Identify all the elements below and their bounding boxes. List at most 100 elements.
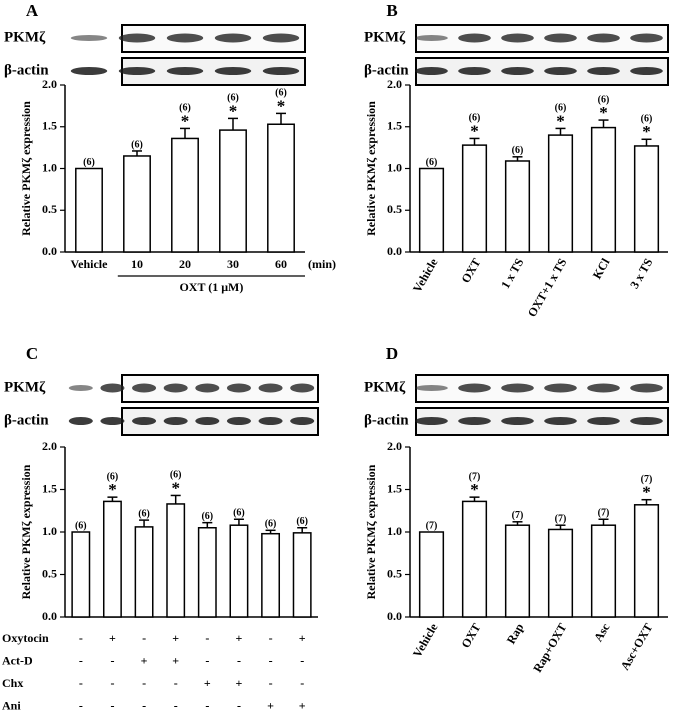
blot-label: PKMζ [4, 29, 46, 45]
significance-star: * [277, 96, 286, 115]
treatment-sign: - [79, 698, 83, 712]
treatment-label: Act-D [2, 653, 33, 667]
significance-star: * [108, 480, 117, 499]
x-tick-label: OXT [458, 256, 483, 286]
significance-star: * [171, 478, 180, 497]
treatment-sign: + [236, 631, 243, 645]
y-tick-label: 2.0 [42, 439, 57, 453]
x-tick-label: 20 [179, 257, 191, 271]
blot-band [68, 417, 93, 425]
blot-band [163, 417, 188, 425]
bar [267, 123, 295, 253]
bar [633, 504, 660, 618]
bar [292, 532, 312, 618]
bar [590, 126, 617, 253]
n-label: (6) [179, 103, 191, 114]
y-tick-label: 0.0 [42, 244, 57, 258]
x-tick-label: OXT+1 x TS [525, 256, 570, 320]
n-label: (6) [598, 94, 610, 105]
treatment-sign: - [174, 676, 178, 690]
treatment-label: Ani [2, 698, 21, 712]
blot-band [100, 383, 125, 393]
bar [229, 524, 249, 618]
bar [71, 531, 91, 618]
y-tick-label: 0.5 [42, 566, 57, 580]
blot-band [290, 383, 315, 393]
bar [461, 144, 488, 253]
blot-band [587, 33, 620, 43]
treatment-sign: - [79, 676, 83, 690]
blot-band [630, 67, 663, 75]
n-label: (6) [233, 508, 245, 519]
x-tick-label: Asc+OXT [618, 621, 656, 673]
significance-star: * [642, 122, 651, 141]
significance-star: * [181, 111, 190, 130]
treatment-sign: - [142, 631, 146, 645]
n-label: (6) [201, 511, 213, 522]
blot-band [501, 417, 534, 425]
bar [418, 531, 445, 618]
blot-frame [415, 374, 669, 403]
x-unit: (min) [308, 257, 336, 271]
y-tick-label: 2.0 [387, 77, 402, 91]
y-tick-label: 1.0 [42, 524, 57, 538]
panel-label: D [386, 344, 398, 363]
n-label: (6) [641, 114, 653, 125]
blot-band [68, 385, 93, 391]
blot-band [132, 417, 157, 425]
y-tick-label: 1.5 [387, 481, 402, 495]
blot-band [458, 67, 491, 75]
treatment-sign: + [204, 676, 211, 690]
y-tick-label: 1.5 [42, 119, 57, 133]
bar [219, 129, 247, 253]
treatment-sign: + [236, 676, 243, 690]
blot-band [258, 417, 283, 425]
treatment-sign: - [269, 676, 273, 690]
bar [418, 167, 445, 253]
blot-band [458, 383, 491, 393]
significance-star: * [470, 480, 479, 499]
n-label: (6) [107, 471, 119, 482]
blot-band [163, 383, 188, 393]
y-tick-label: 1.0 [387, 524, 402, 538]
y-tick-label: 0.5 [387, 566, 402, 580]
significance-star: * [599, 103, 608, 122]
bar [547, 528, 574, 618]
blot-label: β-actin [364, 62, 409, 78]
treatment-sign: + [299, 631, 306, 645]
blot-band [262, 67, 300, 75]
x-tick-label: Rap [504, 621, 527, 647]
n-label: (6) [227, 93, 239, 104]
y-tick-label: 0.0 [387, 244, 402, 258]
blot-band [415, 385, 448, 391]
significance-star: * [642, 483, 651, 502]
blot-band [166, 33, 204, 43]
x-tick-label: 30 [227, 257, 239, 271]
y-tick-label: 2.0 [42, 77, 57, 91]
bar [123, 155, 151, 253]
blot-band [544, 33, 577, 43]
y-axis-label: Relative PKMζ expression [364, 101, 378, 236]
blot-band [501, 33, 534, 43]
blot-band [415, 35, 448, 41]
treatment-sign: - [174, 698, 178, 712]
y-tick-label: 0.0 [387, 609, 402, 623]
n-label: (7) [555, 513, 567, 524]
blot-band [630, 417, 663, 425]
blot-frame [415, 407, 669, 436]
blot-band [100, 417, 125, 425]
blot-band [587, 383, 620, 393]
n-label: (6) [555, 103, 567, 114]
bar [261, 532, 281, 618]
blot-band [415, 67, 448, 75]
blot-band [214, 67, 252, 75]
treatment-sign: + [141, 653, 148, 667]
n-label: (6) [512, 145, 524, 156]
x-tick-label: KCl [590, 255, 613, 281]
blot-band [226, 383, 251, 393]
x-tick-label: 3 x TS [627, 256, 656, 291]
y-tick-label: 0.5 [42, 202, 57, 216]
x-tick-label: Asc [591, 620, 613, 644]
n-label: (6) [265, 519, 277, 530]
treatment-sign: - [237, 653, 241, 667]
